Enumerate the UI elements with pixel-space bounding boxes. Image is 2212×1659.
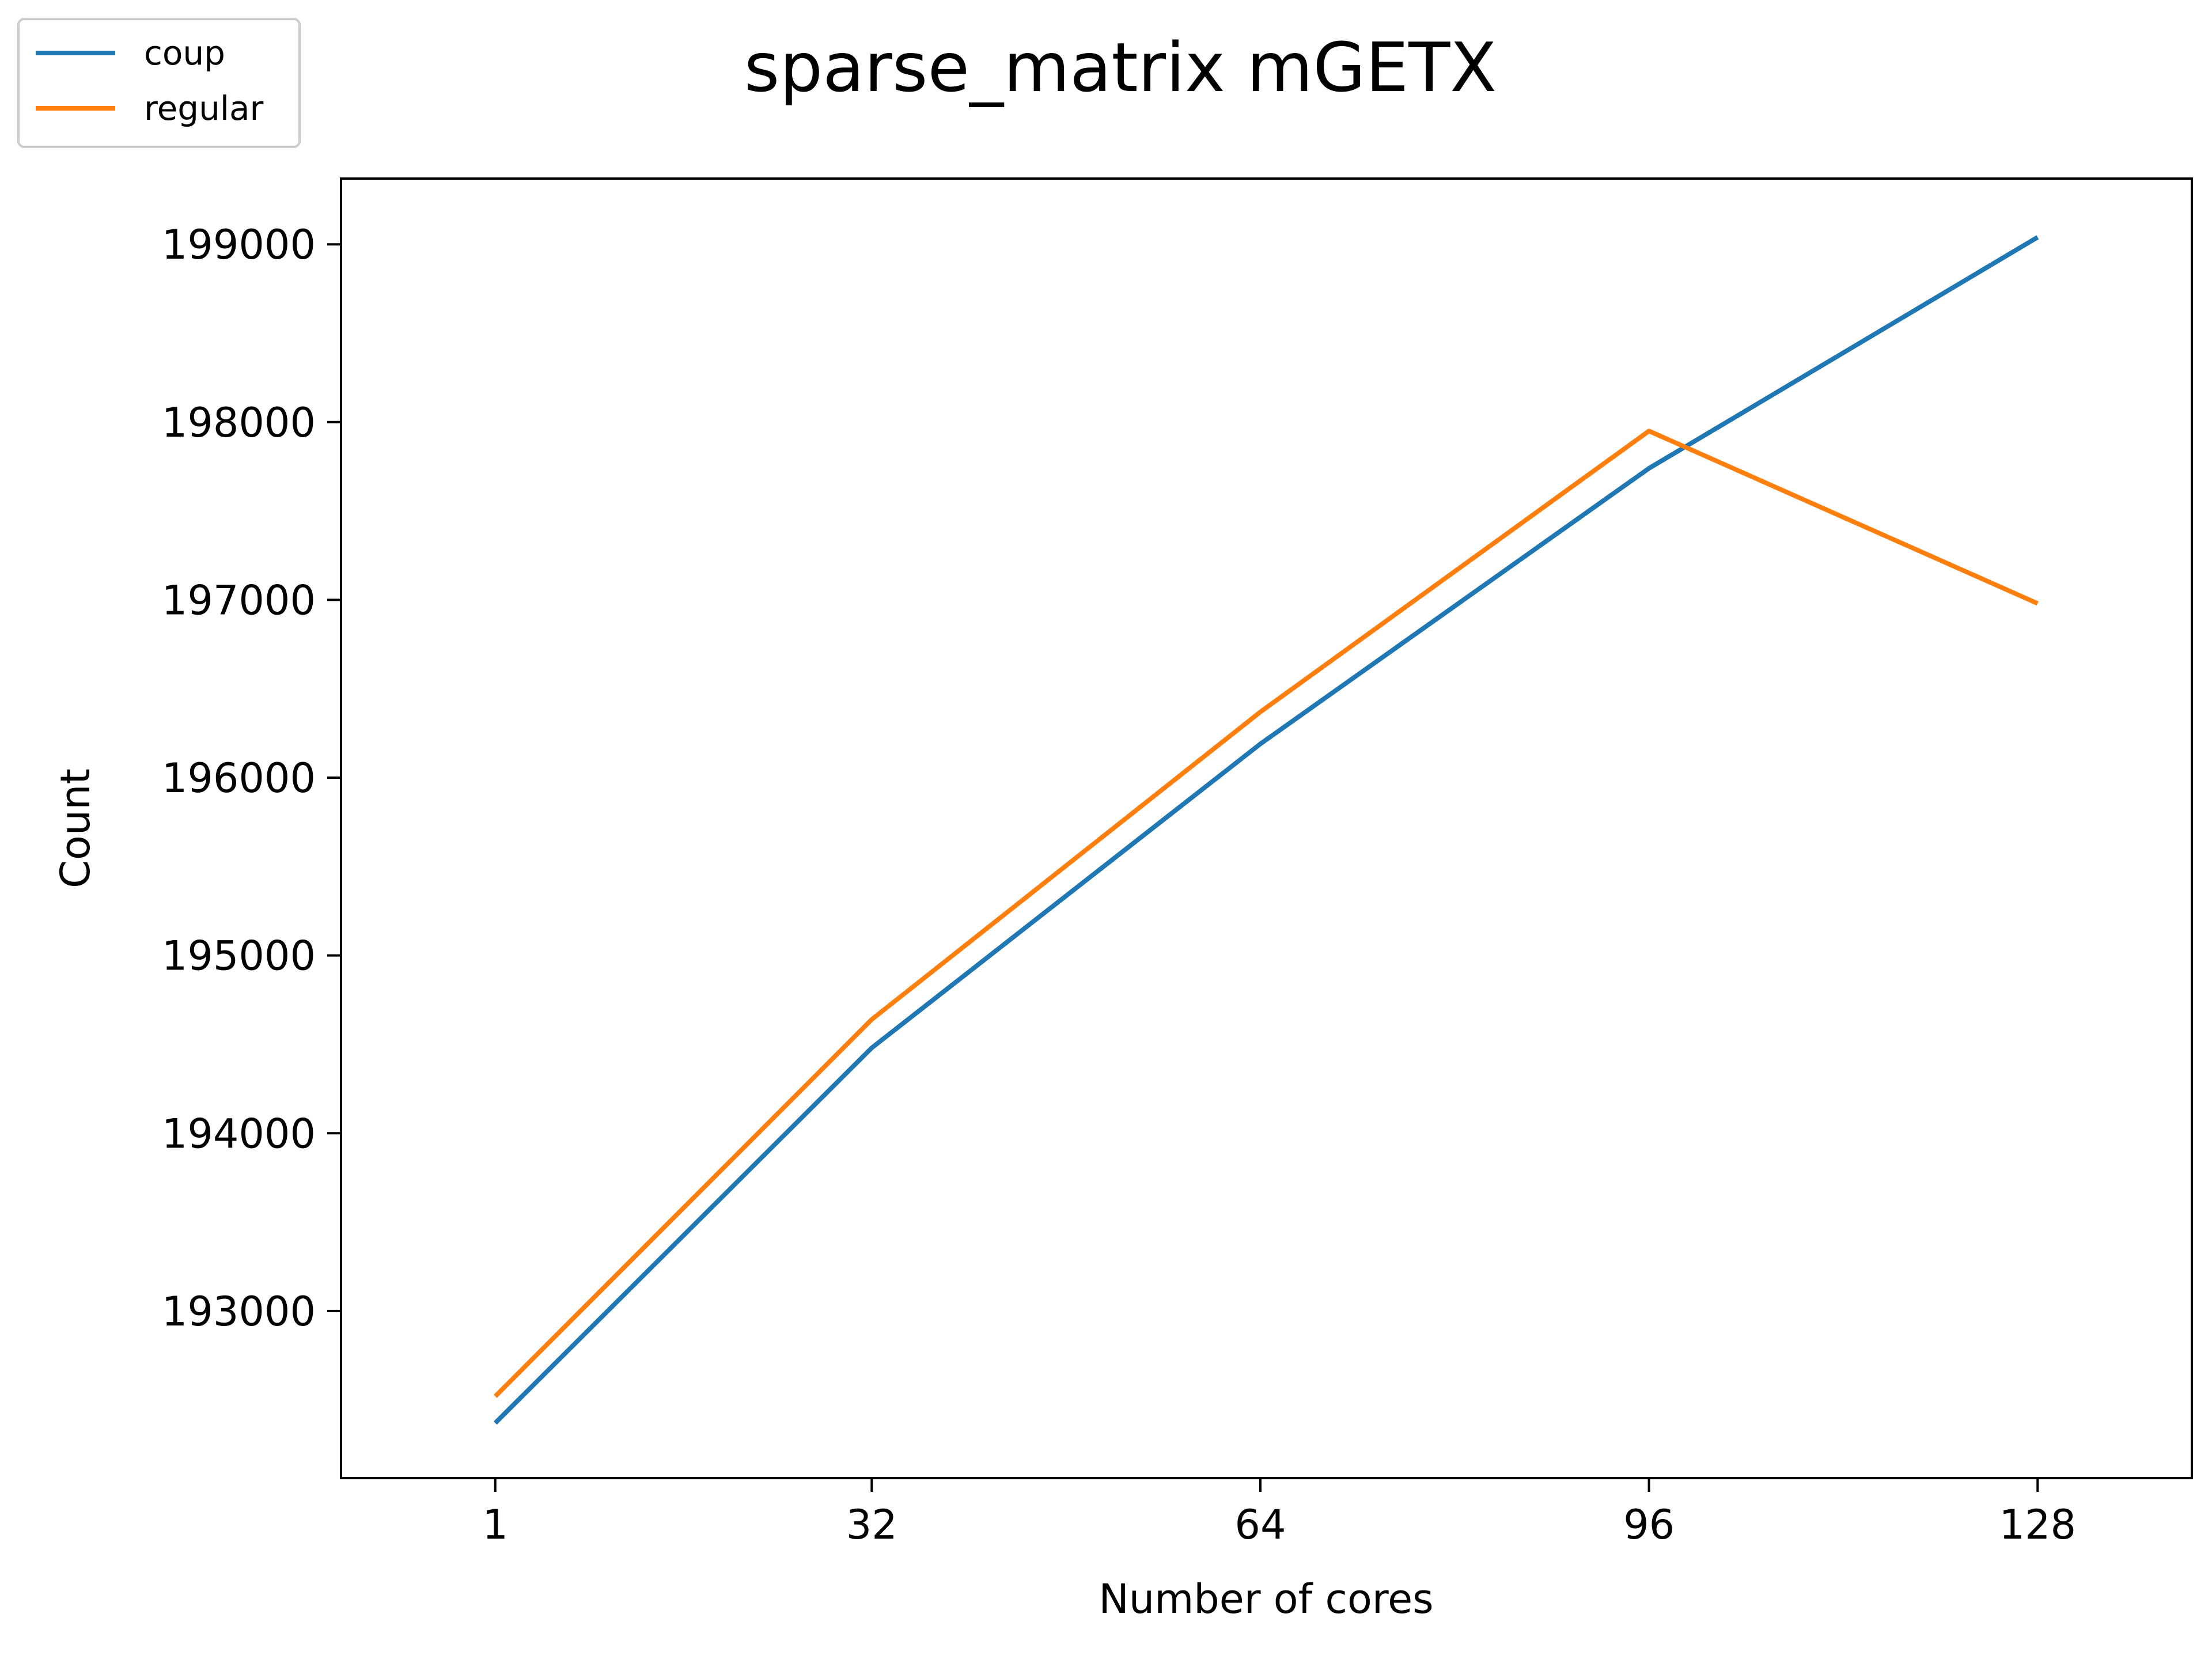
x-tick-label: 64 (1234, 1501, 1286, 1548)
y-tick-label: 196000 (162, 755, 316, 802)
x-tick-label: 96 (1623, 1501, 1675, 1548)
legend-label-coup: coup (144, 33, 225, 73)
y-tick-label: 193000 (162, 1288, 316, 1335)
chart-title: sparse_matrix mGETX (744, 28, 1497, 107)
plot-frame (340, 177, 2193, 1479)
y-tick-label: 195000 (162, 933, 316, 980)
series-layer (493, 235, 2039, 1425)
x-axis: 1 32 64 96 128 (482, 1478, 2076, 1548)
legend: coup regular (17, 18, 301, 148)
series-line-regular (493, 429, 2039, 1398)
y-tick-label: 198000 (162, 399, 316, 446)
x-axis-label: Number of cores (1099, 1575, 1433, 1623)
x-tick-label: 1 (482, 1501, 508, 1548)
y-tick-label: 199000 (162, 221, 316, 268)
x-tick-label: 32 (846, 1501, 897, 1548)
y-tick-label: 197000 (162, 577, 316, 624)
y-tick-label: 194000 (162, 1110, 316, 1157)
x-tick-label: 128 (1999, 1501, 2076, 1548)
legend-label-regular: regular (144, 89, 263, 128)
y-axis-label: Count (52, 768, 99, 888)
y-axis: 193000 194000 195000 196000 197000 198000 1990… (162, 221, 341, 1335)
series-line-coup (493, 235, 2039, 1425)
